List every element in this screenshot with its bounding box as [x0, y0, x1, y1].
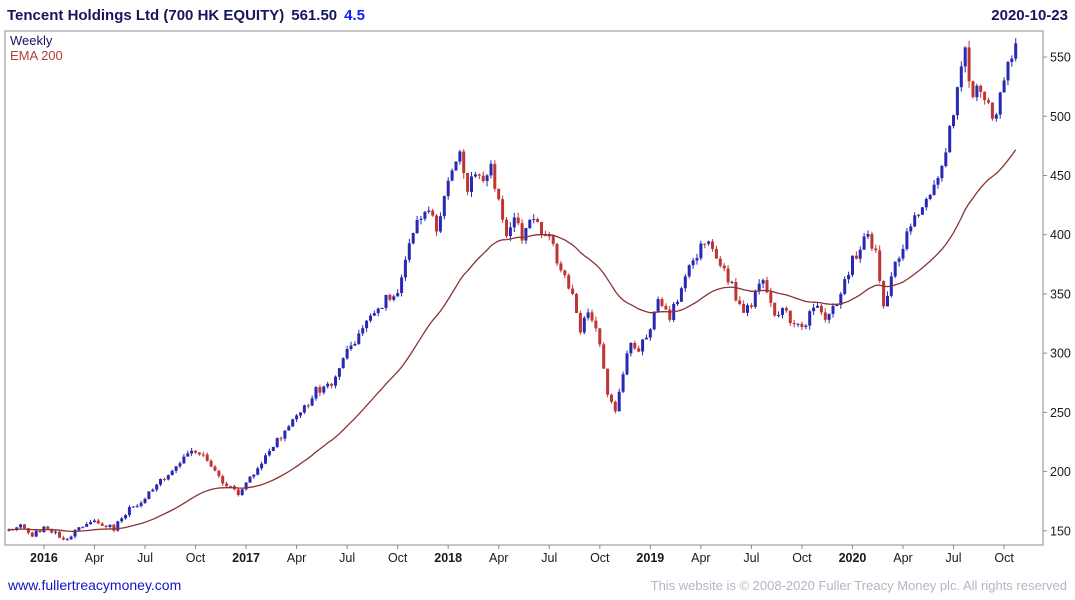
last-price: 561.50 — [291, 6, 338, 24]
x-axis-label: Apr — [489, 551, 508, 565]
chart-header: Tencent Holdings Ltd (700 HK EQUITY) 561.… — [0, 0, 1075, 30]
website-link[interactable]: www.fullertreacymoney.com — [8, 577, 182, 593]
x-axis-label: 2016 — [30, 551, 58, 565]
candles-layer — [7, 38, 1018, 541]
x-axis-label: Oct — [590, 551, 610, 565]
chart-date: 2020-10-23 — [991, 6, 1068, 24]
y-axis-label: 150 — [1050, 524, 1071, 538]
y-axis-label: 400 — [1050, 228, 1071, 242]
title-group: Tencent Holdings Ltd (700 HK EQUITY) 561.… — [7, 7, 365, 24]
copyright-text: This website is © 2008-2020 Fuller Treac… — [650, 577, 1067, 593]
x-axis-label: 2020 — [839, 551, 867, 565]
legend-overlay: EMA 200 — [10, 48, 63, 63]
y-axis: 150 200 250 300 350 400 450 500 550 — [1043, 51, 1071, 538]
y-axis-label: 300 — [1050, 347, 1071, 361]
x-axis-label: Oct — [792, 551, 812, 565]
x-axis-label: Apr — [691, 551, 710, 565]
x-axis-label: Oct — [186, 551, 206, 565]
y-axis-label: 350 — [1050, 287, 1071, 301]
x-axis-label: Jul — [946, 551, 962, 565]
plot-frame — [4, 30, 1044, 546]
x-axis-label: Oct — [388, 551, 408, 565]
x-axis-label: Jul — [541, 551, 557, 565]
x-axis-label: Jul — [137, 551, 153, 565]
x-axis-label: Jul — [339, 551, 355, 565]
page-footer: www.fullertreacymoney.com This website i… — [0, 570, 1075, 600]
legend-period: Weekly — [10, 33, 53, 48]
y-axis-label: 200 — [1050, 465, 1071, 479]
chart-area: 150 200 250 300 350 400 450 500 550 2016 Apr Jul Oct… — [0, 30, 1075, 570]
x-axis: 2016 Apr Jul Oct 2017 Apr Jul Oct 2018 Apr Jul Oct 2… — [30, 545, 1014, 565]
instrument-title: Tencent Holdings Ltd (700 HK EQUITY) — [7, 6, 285, 24]
y-axis-label: 500 — [1050, 110, 1071, 124]
price-chart-svg[interactable]: 150 200 250 300 350 400 450 500 550 2016 Apr Jul Oct… — [0, 30, 1075, 570]
x-axis-label: 2017 — [232, 551, 260, 565]
chart-legend: Weekly EMA 200 — [10, 33, 63, 63]
y-axis-label: 450 — [1050, 169, 1071, 183]
x-axis-label: 2019 — [636, 551, 664, 565]
x-axis-label: Oct — [994, 551, 1014, 565]
x-axis-label: Apr — [893, 551, 912, 565]
x-axis-label: 2018 — [434, 551, 462, 565]
ema-line — [8, 149, 1017, 533]
x-axis-label: Jul — [743, 551, 759, 565]
x-axis-label: Apr — [287, 551, 306, 565]
y-axis-label: 550 — [1050, 51, 1071, 65]
x-axis-label: Apr — [85, 551, 104, 565]
price-change: 4.5 — [344, 6, 365, 24]
y-axis-label: 250 — [1050, 406, 1071, 420]
